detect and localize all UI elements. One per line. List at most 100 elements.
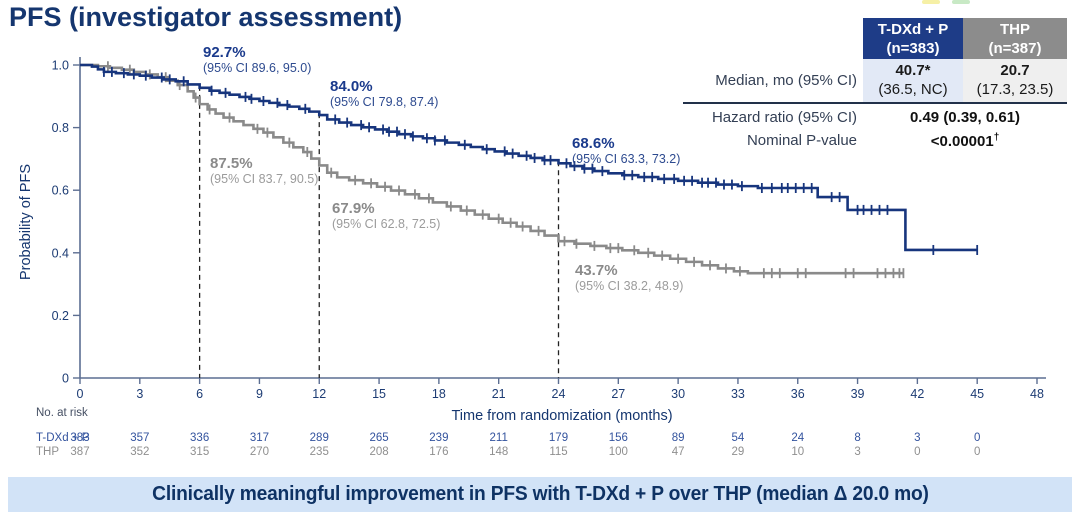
thp-header-name: THP: [1000, 20, 1030, 38]
annotation-ci: (95% CI 38.2, 48.9): [575, 279, 684, 294]
y-tick-label: 0.2: [52, 309, 69, 323]
y-tick-label: 0.4: [52, 246, 69, 260]
hr-label: Hazard ratio (95% CI): [711, 109, 857, 126]
km-annotation: 68.6% (95% CI 63.3, 73.2): [572, 135, 680, 167]
stats-header-row: T-DXd + P (n=383) THP (n=387): [683, 18, 1067, 59]
y-tick-label: 1.0: [52, 59, 69, 73]
risk-value: 0: [914, 446, 920, 458]
pvalue-value: <0.00001†: [930, 131, 1000, 150]
risk-table-title: No. at risk: [36, 407, 88, 419]
stats-header-tdxd: T-DXd + P (n=383): [863, 18, 963, 59]
median-thp-main: 20.7: [1000, 62, 1030, 79]
x-tick-label: 42: [910, 387, 924, 401]
risk-value: 8: [854, 432, 860, 444]
x-tick-label: 9: [256, 387, 263, 401]
risk-value: 115: [549, 446, 567, 458]
x-tick-label: 3: [136, 387, 143, 401]
x-tick-label: 48: [1030, 387, 1044, 401]
annotation-percent: 67.9%: [332, 200, 375, 217]
risk-value: 208: [369, 446, 388, 458]
y-tick-label: 0.6: [52, 184, 69, 198]
annotation-percent: 84.0%: [330, 78, 373, 95]
risk-value: 211: [490, 432, 508, 444]
km-curve-t-dxd-p: [80, 63, 978, 252]
risk-value: 29: [732, 446, 745, 458]
risk-value: 383: [70, 432, 89, 444]
median-value-thp: 20.7 (17.3, 23.5): [963, 59, 1067, 102]
median-tdxd-main: 40.7*: [895, 62, 931, 79]
x-tick-label: 0: [77, 387, 84, 401]
x-tick-label: 36: [791, 387, 805, 401]
risk-value: 54: [732, 432, 745, 444]
annotation-percent: 92.7%: [203, 44, 246, 61]
risk-value: 270: [250, 446, 269, 458]
stats-header-thp: THP (n=387): [963, 18, 1067, 59]
x-axis-title: Time from randomization (months): [451, 408, 672, 424]
km-annotation: 67.9% (95% CI 62.8, 72.5): [332, 200, 440, 232]
risk-value: 235: [310, 446, 329, 458]
annotation-percent: 68.6%: [572, 135, 615, 152]
risk-value: 47: [672, 446, 685, 458]
y-axis-title: Probability of PFS: [18, 164, 34, 280]
annotation-percent: 87.5%: [210, 155, 253, 172]
risk-value: 265: [369, 432, 388, 444]
median-tdxd-ci: (36.5, NC): [878, 81, 948, 98]
risk-value: 0: [974, 432, 980, 444]
green-highlight-mark: [952, 0, 970, 4]
risk-row-label: T-DXd + P: [36, 432, 90, 444]
risk-value: 239: [429, 432, 448, 444]
risk-row-label: THP: [36, 446, 59, 458]
page-title: PFS (investigator assessment): [9, 2, 403, 32]
x-tick-label: 45: [970, 387, 984, 401]
risk-value: 148: [489, 446, 508, 458]
x-tick-label: 15: [372, 387, 386, 401]
median-thp-ci: (17.3, 23.5): [976, 81, 1054, 98]
stats-table: T-DXd + P (n=383) THP (n=387) Median, mo…: [683, 18, 1067, 152]
x-tick-label: 21: [492, 387, 506, 401]
risk-value: 24: [791, 432, 804, 444]
risk-value: 357: [130, 432, 149, 444]
annotation-ci: (95% CI 62.8, 72.5): [332, 217, 441, 232]
x-tick-label: 33: [731, 387, 745, 401]
risk-value: 176: [429, 446, 448, 458]
km-curve-thp: [80, 63, 904, 275]
median-label: Median, mo (95% CI): [715, 72, 857, 89]
km-annotation: 92.7% (95% CI 89.6, 95.0): [203, 44, 311, 76]
x-tick-label: 6: [196, 387, 203, 401]
risk-value: 0: [974, 446, 980, 458]
annotation-ci: (95% CI 79.8, 87.4): [330, 95, 439, 110]
km-annotation: 43.7% (95% CI 38.2, 48.9): [575, 262, 683, 294]
hr-value: 0.49 (0.39, 0.61): [909, 109, 1021, 126]
risk-value: 156: [609, 432, 628, 444]
km-chart: 00.20.40.60.81.00 3 6 9 12 15 18 21 24 27 30 33 36 39…: [18, 57, 1046, 458]
risk-value: 3: [914, 432, 920, 444]
x-tick-label: 39: [851, 387, 865, 401]
annotation-ci: (95% CI 83.7, 90.5): [210, 172, 319, 187]
risk-value: 315: [190, 446, 209, 458]
risk-value: 387: [70, 446, 89, 458]
risk-value: 289: [310, 432, 329, 444]
x-tick-label: 24: [552, 387, 566, 401]
risk-value: 317: [250, 432, 269, 444]
stats-pvalue-row: Nominal P-value <0.00001†: [683, 129, 1067, 152]
km-annotation: 84.0% (95% CI 79.8, 87.4): [330, 78, 438, 110]
y-tick-label: 0: [62, 372, 69, 386]
conclusion-banner: Clinically meaningful improvement in PFS…: [8, 477, 1072, 512]
risk-value: 100: [609, 446, 628, 458]
thp-header-n: (n=387): [988, 39, 1042, 57]
stats-hr-row: Hazard ratio (95% CI) 0.49 (0.39, 0.61): [683, 106, 1067, 129]
km-annotation: 87.5% (95% CI 83.7, 90.5): [210, 155, 318, 187]
risk-value: 336: [190, 432, 209, 444]
x-tick-label: 27: [611, 387, 625, 401]
x-tick-label: 30: [671, 387, 685, 401]
stats-median-row: Median, mo (95% CI) 40.7* (36.5, NC) 20.…: [683, 59, 1067, 104]
median-value-tdxd: 40.7* (36.5, NC): [863, 59, 963, 102]
risk-value: 179: [549, 432, 568, 444]
risk-value: 10: [791, 446, 804, 458]
y-tick-label: 0.8: [52, 121, 69, 135]
annotation-ci: (95% CI 89.6, 95.0): [203, 61, 312, 76]
dagger-superscript: †: [993, 131, 1000, 143]
tdxd-header-n: (n=383): [886, 39, 940, 57]
annotation-ci: (95% CI 63.3, 73.2): [572, 152, 681, 167]
